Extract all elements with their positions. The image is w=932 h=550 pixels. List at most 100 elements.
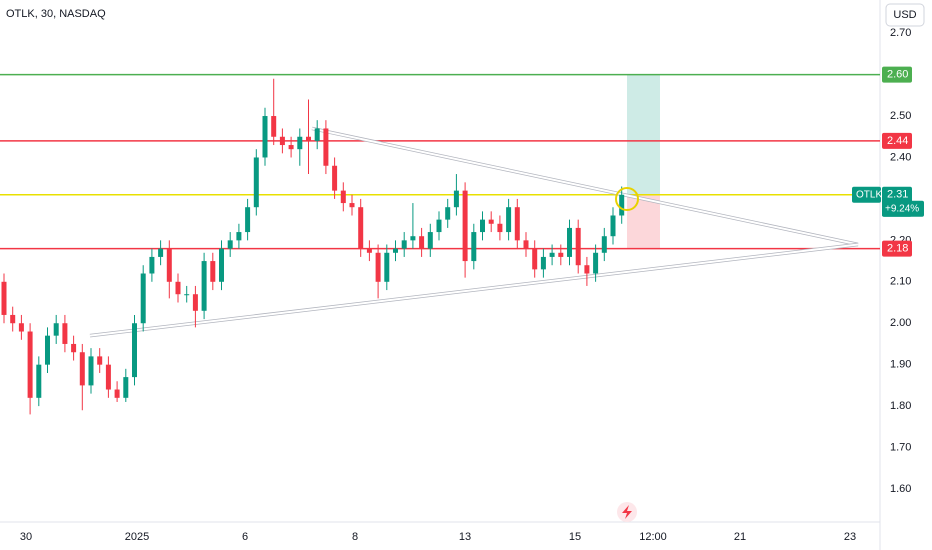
- candle-body: [219, 248, 224, 282]
- candle-body: [610, 215, 616, 237]
- candle-body: [523, 240, 529, 249]
- candle-body: [297, 136, 303, 150]
- price-tag-label: 2.31: [887, 189, 908, 201]
- candle-body: [166, 248, 172, 282]
- candle-body: [279, 136, 285, 146]
- candle-body: [375, 252, 381, 282]
- candle-body: [201, 261, 207, 311]
- candle-body: [288, 145, 294, 150]
- candle-body: [123, 377, 129, 398]
- candle-body: [192, 294, 198, 311]
- price-tag: [882, 66, 912, 83]
- candle-body: [45, 335, 50, 365]
- candle-body: [132, 323, 137, 378]
- x-tick-label: 6: [242, 531, 248, 543]
- candle-body: [175, 281, 181, 295]
- candle-body: [471, 232, 477, 262]
- candle-body: [427, 232, 433, 249]
- candle-body: [340, 190, 346, 204]
- candle-body: [210, 261, 216, 282]
- candle-body: [97, 356, 103, 365]
- candle-body: [314, 128, 320, 141]
- candle-body: [358, 207, 364, 249]
- candle-body: [462, 190, 468, 262]
- candle-body: [488, 219, 494, 224]
- candle-body: [227, 240, 233, 249]
- trendline: [311, 127, 859, 246]
- x-tick-label: 15: [569, 531, 581, 543]
- y-tick-label: 1.90: [890, 359, 911, 371]
- candle-body: [36, 364, 42, 398]
- candle-body: [184, 294, 190, 296]
- y-tick-label: 2.50: [890, 110, 911, 122]
- price-tag: [882, 132, 912, 149]
- currency-label[interactable]: USD: [893, 9, 916, 21]
- candle-body: [584, 265, 590, 274]
- candle-body: [567, 227, 572, 257]
- candle-body: [71, 343, 77, 353]
- x-tick-label: 12:00: [639, 531, 667, 543]
- candle-body: [401, 240, 407, 249]
- y-tick-label: 2.70: [890, 27, 911, 39]
- candle-body: [619, 194, 625, 216]
- candle-body: [323, 128, 329, 166]
- x-tick-label: 23: [844, 531, 856, 543]
- candle-body: [149, 256, 155, 274]
- candle-body: [53, 323, 59, 336]
- candle-body: [114, 389, 120, 398]
- trendline: [89, 243, 859, 337]
- symbol-tag: [852, 186, 881, 203]
- candle-body: [245, 207, 251, 233]
- candle-body: [10, 314, 16, 324]
- candle-body: [549, 252, 555, 257]
- event-bolt: [622, 505, 632, 519]
- candle-body: [236, 232, 242, 241]
- candle-body: [62, 323, 68, 344]
- candle-body: [18, 323, 24, 332]
- change-label: +9.24%: [885, 203, 919, 214]
- candle-body: [105, 364, 111, 390]
- candle-body: [575, 227, 581, 266]
- symbol-tag-label: OTLK: [856, 189, 882, 200]
- candle-body: [558, 252, 564, 257]
- candle-body: [445, 207, 451, 220]
- candle-body: [158, 248, 164, 257]
- x-tick-label: 2025: [125, 531, 149, 543]
- price-tag-label: 2.44: [887, 135, 908, 147]
- candle-body: [1, 281, 7, 315]
- y-tick-label: 2.10: [890, 276, 911, 288]
- y-tick-label: 2.40: [890, 151, 911, 163]
- candle-body: [506, 207, 512, 233]
- candle-body: [540, 256, 546, 270]
- x-tick-label: 21: [734, 531, 746, 543]
- candle-body: [140, 273, 146, 324]
- candle-body: [271, 116, 277, 137]
- y-tick-label: 1.60: [890, 483, 911, 495]
- currency-button[interactable]: [885, 3, 925, 27]
- candle-body: [497, 223, 503, 233]
- candle-body: [332, 165, 338, 191]
- plot-layer: 2.702.502.402.202.102.001.901.801.701.60…: [0, 27, 911, 543]
- candle-body: [436, 219, 442, 233]
- candle-body: [514, 207, 520, 241]
- candle-body: [79, 352, 85, 386]
- x-tick-label: 30: [20, 531, 32, 543]
- candle-body: [393, 248, 398, 253]
- profit-zone: [627, 74, 660, 195]
- candle-body: [384, 252, 390, 282]
- candle-body: [262, 116, 268, 158]
- change-tag: [882, 200, 924, 217]
- y-tick-label: 2.00: [890, 317, 911, 329]
- candle-body: [593, 252, 599, 274]
- candle-body: [453, 190, 459, 208]
- candle-body: [419, 236, 425, 249]
- candle-body: [349, 203, 355, 208]
- candle-body: [88, 356, 94, 386]
- y-tick-label: 1.80: [890, 400, 911, 412]
- candle-body: [27, 331, 33, 398]
- price-tag-label: 2.60: [887, 68, 908, 80]
- price-tag: [882, 240, 912, 257]
